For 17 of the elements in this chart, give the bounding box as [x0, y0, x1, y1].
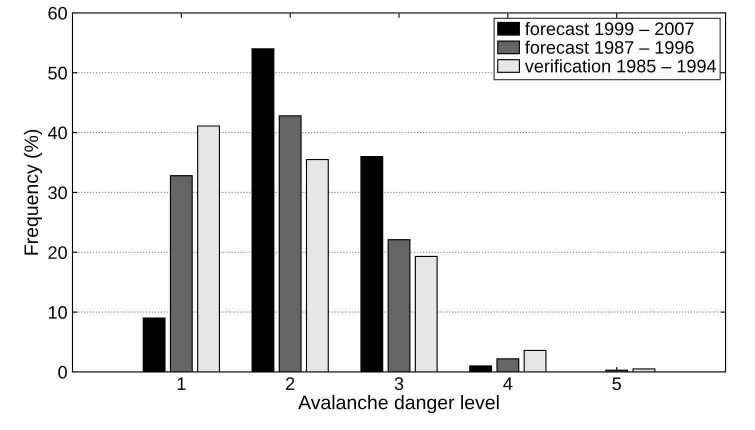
x-tick-label: 2 — [286, 377, 294, 390]
y-tick-label: 20 — [48, 246, 67, 259]
legend-label: forecast 1999 – 2007 — [525, 22, 694, 36]
legend-label: forecast 1987 – 1996 — [525, 40, 694, 54]
y-tick-label: 50 — [48, 66, 67, 80]
x-tick-label: 3 — [394, 377, 404, 390]
x-tick-label: 4 — [503, 377, 512, 390]
y-axis-title: Frequency (%) — [24, 130, 42, 255]
y-tick-label: 30 — [48, 186, 67, 200]
x-tick-label: 1 — [178, 377, 186, 390]
y-tick-label: 60 — [48, 6, 67, 20]
x-tick-label: 5 — [612, 377, 621, 390]
legend-label: verification 1985 – 1994 — [524, 59, 716, 72]
x-axis-title: Avalanche danger level — [298, 395, 499, 414]
y-tick-label: 0 — [58, 366, 67, 379]
y-tick-label: 10 — [48, 306, 67, 319]
y-tick-label: 40 — [48, 126, 67, 140]
